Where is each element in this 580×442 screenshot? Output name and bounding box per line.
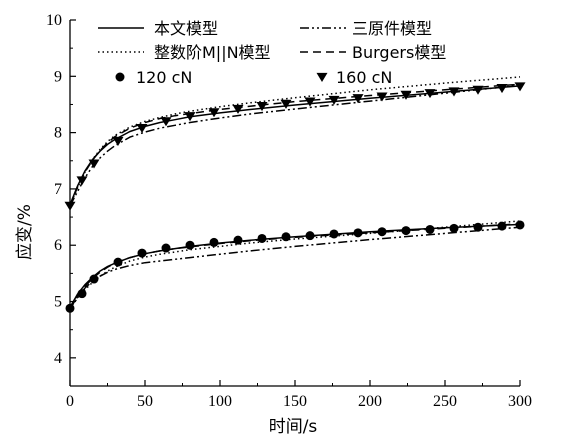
y-tick-label: 7 — [54, 181, 62, 198]
data-point-120cn — [515, 220, 525, 230]
plot-area — [64, 76, 526, 313]
data-point-120cn — [233, 235, 243, 245]
data-point-120cn — [305, 231, 315, 241]
y-tick-label: 5 — [54, 294, 62, 311]
y-tick-label: 9 — [54, 68, 62, 85]
data-point-160cn — [448, 87, 460, 97]
legend-marker — [115, 72, 125, 82]
data-point-120cn — [77, 289, 87, 299]
data-point-160cn — [76, 176, 88, 186]
data-point-120cn — [113, 257, 123, 267]
data-point-160cn — [232, 104, 244, 114]
series-line-120cn — [69, 226, 521, 309]
legend-label: 160 cN — [336, 68, 392, 87]
axes: 0 50 100 150 200 250 300 4 5 6 7 8 9 10 — [46, 12, 532, 410]
data-point-160cn — [88, 159, 100, 169]
x-tick-label: 150 — [283, 393, 307, 410]
data-point-160cn — [424, 89, 436, 99]
data-point-120cn — [449, 223, 459, 233]
y-tick-label: 8 — [54, 125, 62, 142]
x-tick-label: 50 — [137, 393, 153, 410]
series-line-160cn — [69, 84, 521, 207]
data-point-120cn — [401, 226, 411, 236]
data-point-120cn — [281, 232, 291, 242]
legend-label: 120 cN — [136, 68, 192, 87]
data-point-160cn — [496, 84, 508, 94]
data-point-120cn — [185, 240, 195, 250]
data-point-120cn — [89, 274, 99, 284]
data-point-120cn — [425, 224, 435, 234]
legend-label: 三原件模型 — [352, 19, 432, 38]
y-tick-label: 6 — [54, 237, 62, 254]
data-point-120cn — [329, 229, 339, 239]
x-tick-label: 0 — [66, 393, 74, 410]
data-point-160cn — [184, 112, 196, 122]
data-point-160cn — [112, 136, 124, 147]
data-point-120cn — [161, 243, 171, 253]
x-tick-label: 250 — [433, 393, 457, 410]
x-tick-label: 100 — [208, 393, 232, 410]
data-point-120cn — [473, 222, 483, 232]
y-axis-label: 应变/% — [15, 204, 35, 260]
data-point-160cn — [136, 123, 148, 134]
data-point-120cn — [137, 248, 147, 258]
series-line-160cn — [69, 83, 521, 207]
data-point-160cn — [304, 97, 316, 107]
series-line-160cn — [69, 85, 521, 205]
data-point-160cn — [514, 82, 526, 92]
legend-label: 本文模型 — [154, 19, 218, 38]
legend-label: Burgers模型 — [352, 43, 446, 62]
data-point-160cn — [160, 117, 172, 127]
data-point-120cn — [497, 221, 507, 231]
data-point-120cn — [209, 237, 219, 247]
x-axis-label: 时间/s — [269, 417, 318, 437]
data-point-120cn — [257, 233, 267, 243]
data-point-160cn — [328, 95, 340, 105]
x-tick-label: 300 — [508, 393, 532, 410]
y-tick-label: 10 — [46, 12, 62, 29]
data-point-160cn — [280, 99, 292, 109]
legend-label: 整数阶M||N模型 — [154, 43, 271, 62]
data-point-160cn — [472, 85, 484, 95]
x-tick-label: 200 — [358, 393, 382, 410]
data-point-160cn — [208, 108, 220, 118]
legend-marker — [316, 72, 328, 82]
data-point-120cn — [377, 227, 387, 237]
data-point-160cn — [352, 94, 364, 104]
data-point-160cn — [256, 102, 268, 112]
data-point-160cn — [400, 90, 412, 100]
data-point-160cn — [376, 92, 388, 102]
y-tick-label: 4 — [54, 350, 62, 367]
series-line-160cn — [69, 76, 521, 207]
data-point-120cn — [353, 228, 363, 238]
